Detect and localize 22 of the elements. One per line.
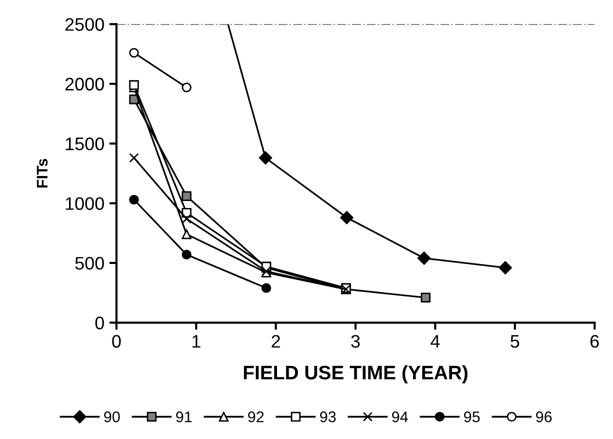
x-tick-label: 6 xyxy=(590,334,599,348)
y-axis-title: FITs xyxy=(36,158,48,188)
legend-label: 95 xyxy=(464,411,480,422)
y-tick-label: 1500 xyxy=(66,137,104,150)
y-tick-label: 1000 xyxy=(66,197,104,210)
x-tick-label: 0 xyxy=(112,334,121,348)
x-tick-label: 3 xyxy=(351,334,360,348)
y-tick-label: 2500 xyxy=(65,18,104,31)
x-axis-title: FIELD USE TIME (YEAR) xyxy=(244,365,468,384)
y-tick-label: 500 xyxy=(75,256,104,270)
legend-label: 92 xyxy=(248,411,264,422)
legend-label: 94 xyxy=(392,411,408,422)
legend-label: 96 xyxy=(536,411,552,422)
legend-label: 91 xyxy=(176,411,192,422)
y-tick-label: 0 xyxy=(95,316,104,330)
x-tick-label: 1 xyxy=(192,335,200,348)
legend-label: 90 xyxy=(104,411,120,422)
y-tick-label: 2000 xyxy=(65,78,104,91)
x-tick-label: 5 xyxy=(510,335,520,348)
x-tick-label: 4 xyxy=(430,335,440,348)
x-tick-label: 2 xyxy=(272,334,280,348)
legend-label: 93 xyxy=(320,411,336,422)
